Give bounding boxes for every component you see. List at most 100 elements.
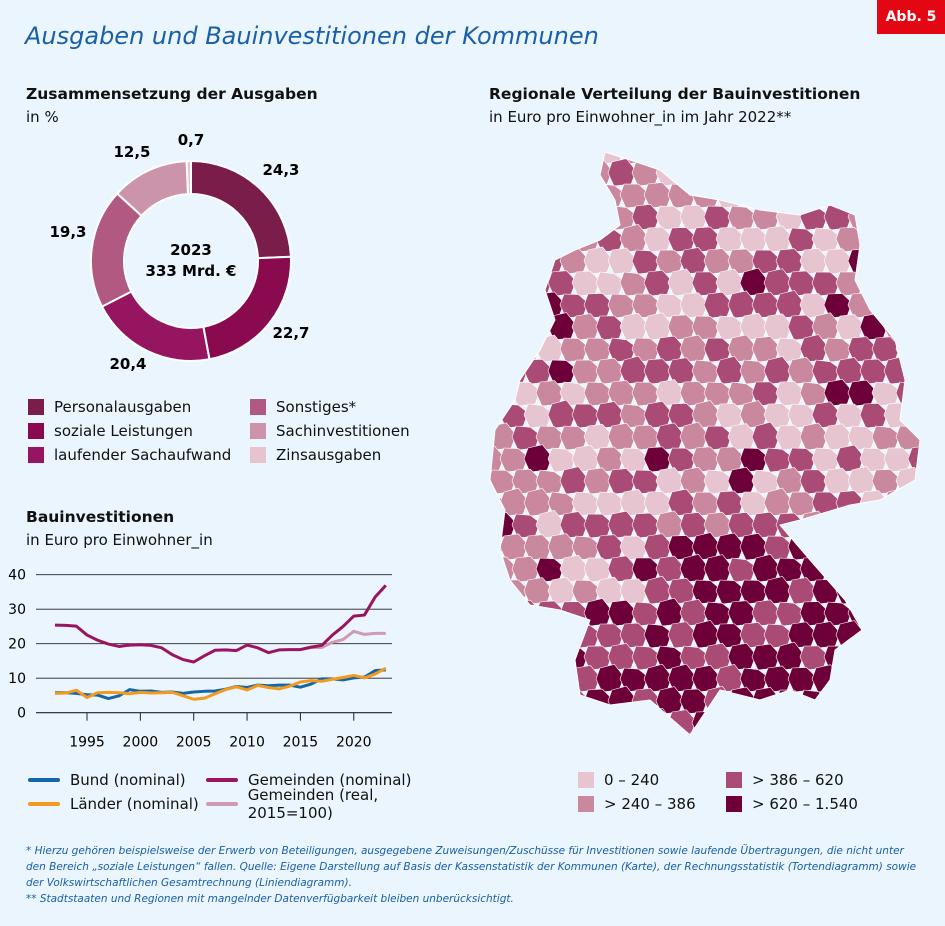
legend-swatch: [250, 423, 266, 439]
map-region: [847, 205, 877, 231]
donut-heading: Zusammensetzung der Ausgaben: [26, 85, 318, 103]
donut-center-year: 2023: [170, 241, 212, 259]
map-region: [787, 356, 817, 385]
map-region: [631, 512, 661, 539]
map-legend-item: > 240 – 386: [578, 792, 726, 816]
donut-legend-item: Sonstiges*: [250, 395, 430, 419]
map-region: [523, 534, 553, 561]
map-region: [727, 600, 757, 627]
map-region: [799, 422, 829, 451]
map-legend: 0 – 240 > 240 – 386 > 386 – 620 > 620 – 1.5…: [578, 768, 876, 816]
map-region: [799, 510, 829, 539]
donut-legend-item: Zinsausgaben: [250, 443, 430, 467]
map-region: [559, 554, 589, 583]
map-region: [751, 205, 781, 231]
map-region: [490, 181, 505, 209]
map-region: [535, 641, 565, 671]
line-heading: Bauinvestitionen: [26, 508, 175, 526]
map-region: [490, 379, 517, 407]
map-region: [919, 733, 920, 735]
x-tick-label: 1995: [69, 735, 105, 751]
map-region: [727, 733, 757, 735]
legend-line-swatch: [206, 778, 238, 782]
map-region: [655, 733, 685, 735]
map-region: [703, 161, 733, 187]
map-region: [619, 622, 649, 649]
map-region: [859, 268, 889, 297]
map-region: [691, 446, 721, 473]
legend-line-swatch: [28, 802, 60, 806]
map-region: [499, 183, 529, 209]
series-line-l-nder-nominal-: [54, 666, 387, 701]
map-region: [523, 621, 553, 649]
legend-label: > 620 – 1.540: [752, 795, 858, 813]
x-tick-label: 2015: [283, 735, 319, 751]
map-region: [919, 290, 920, 319]
map-region: [619, 710, 649, 735]
map-region: [907, 355, 920, 385]
map-region: [679, 334, 709, 363]
map-region: [547, 667, 577, 693]
map-region: [691, 152, 721, 165]
map-region: [535, 688, 565, 715]
x-tick-label: 2020: [336, 735, 372, 751]
map-region: [895, 203, 920, 231]
map-region: [895, 333, 920, 363]
legend-label: Bund (nominal): [70, 771, 186, 789]
map-region: [535, 600, 565, 627]
map-region: [775, 731, 805, 735]
map-region: [499, 447, 529, 473]
y-tick-label: 30: [8, 602, 26, 618]
map-region: [523, 152, 553, 165]
map-region: [703, 425, 733, 451]
map-region: [643, 226, 673, 253]
map-region: [490, 491, 505, 517]
map-region: [811, 312, 841, 341]
map-region: [490, 358, 505, 385]
map-region: [523, 180, 553, 209]
map-region: [511, 291, 541, 319]
map-region: [799, 205, 829, 231]
map-region: [499, 709, 529, 735]
map-region: [583, 246, 613, 275]
map-region: [595, 315, 625, 341]
map-region: [883, 667, 913, 693]
map-region: [547, 399, 577, 429]
donut-legend-item: Personalausgaben: [28, 395, 250, 419]
legend-label: Personalausgaben: [54, 398, 192, 416]
map-region: [883, 579, 913, 605]
map-region: [667, 152, 697, 165]
donut-slice-5: [185, 159, 192, 196]
map-region: [499, 152, 529, 165]
legend-label: Sachinvestitionen: [276, 422, 410, 440]
map-region: [715, 709, 745, 735]
line-unit: in Euro pro Einwohner_in: [26, 531, 213, 549]
map-region: [835, 620, 865, 649]
map-region: [907, 399, 920, 429]
map-region: [490, 161, 517, 187]
map-region: [547, 359, 577, 385]
map-region: [811, 664, 841, 693]
map-region: [775, 424, 805, 451]
map-region: [607, 643, 637, 671]
map-region: [895, 466, 920, 495]
map-region: [490, 245, 517, 275]
map-region: [871, 425, 901, 451]
map-region: [835, 666, 865, 693]
map-region: [919, 512, 920, 539]
map-region: [631, 424, 661, 451]
legend-swatch: [28, 399, 44, 415]
map-region: [919, 554, 920, 583]
map-region: [559, 511, 589, 539]
map-region: [883, 620, 913, 649]
map-region: [643, 270, 673, 297]
map-region: [883, 356, 913, 385]
map-region: [535, 469, 565, 495]
map-region: [895, 557, 920, 583]
line-legend-item: Bund (nominal): [28, 768, 206, 792]
map-region: [631, 601, 661, 627]
map-region: [907, 152, 920, 165]
figure-badge: Abb. 5: [877, 0, 945, 34]
map-region: [619, 271, 649, 297]
map-region: [763, 535, 793, 561]
